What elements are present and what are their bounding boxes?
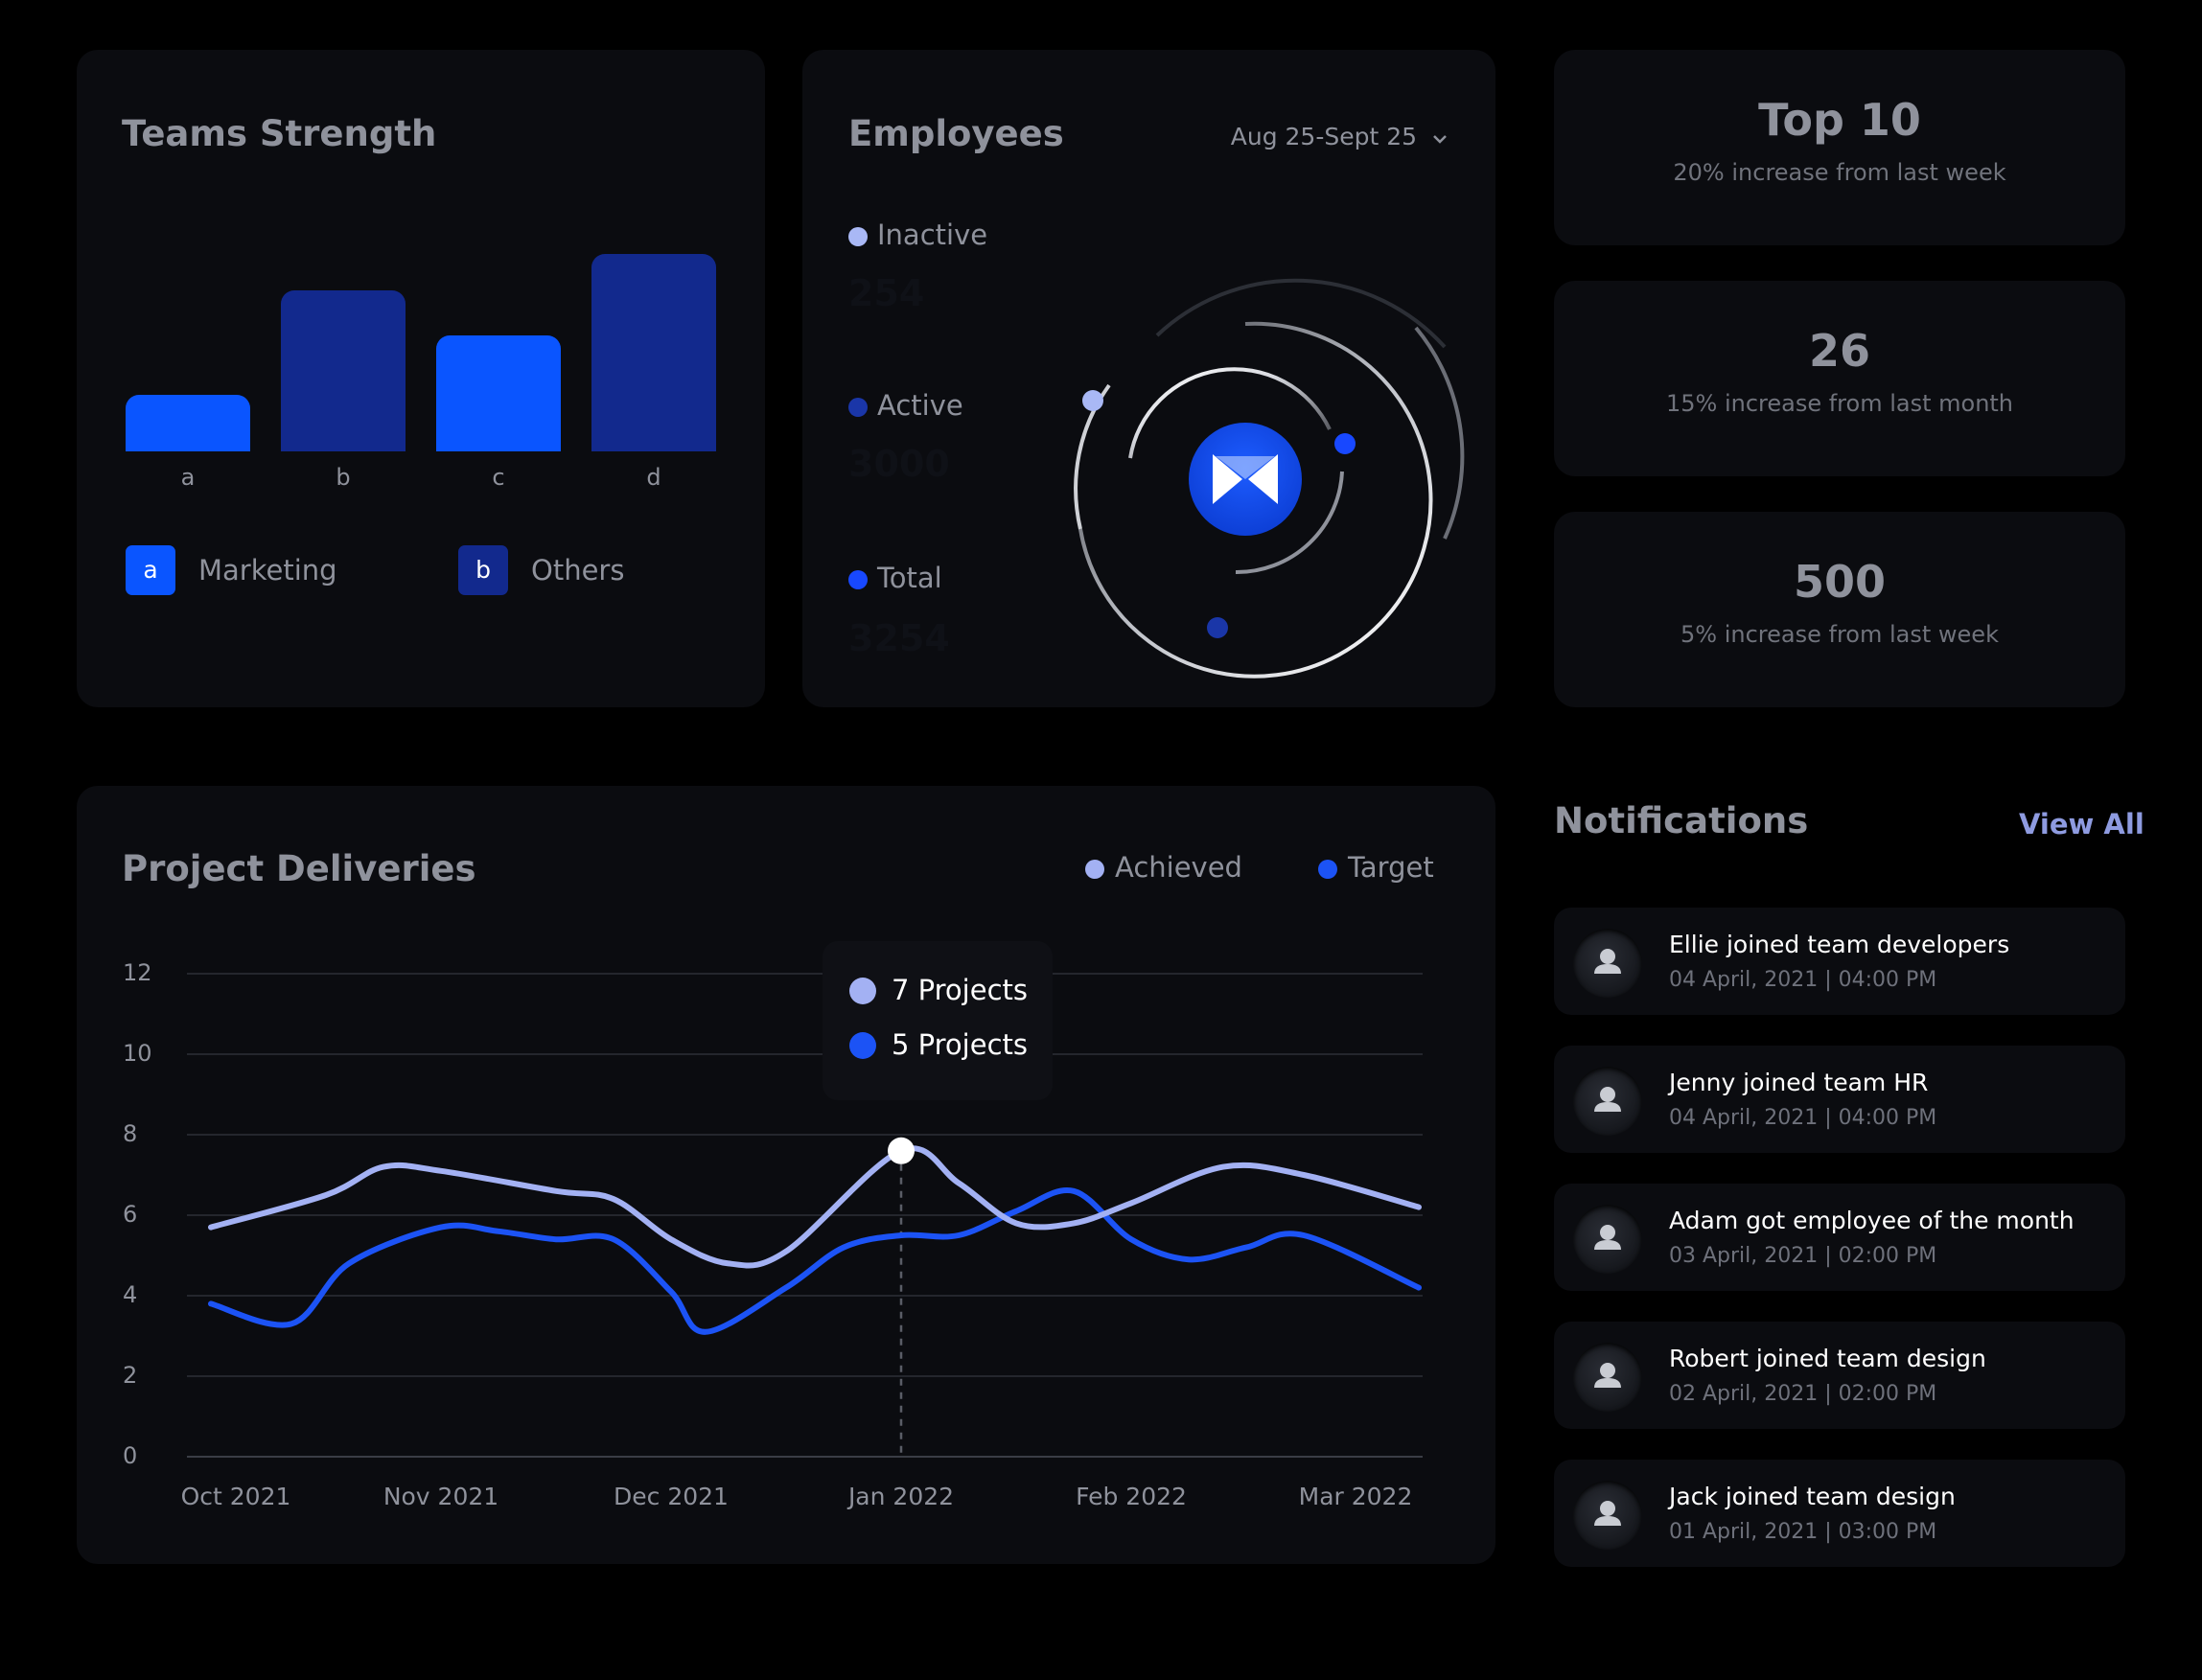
notification-text: Jenny joined team HR <box>1669 1069 1929 1096</box>
x-tick-label: Mar 2022 <box>1298 1483 1413 1510</box>
notification-time: 01 April, 2021 | 03:00 PM <box>1669 1520 1937 1544</box>
x-tick-label: Jan 2022 <box>847 1483 955 1510</box>
y-tick-label: 4 <box>123 1281 138 1308</box>
notification-time: 02 April, 2021 | 02:00 PM <box>1669 1382 1937 1406</box>
legend-achieved-dot <box>1085 860 1104 879</box>
x-tick-label: Feb 2022 <box>1076 1483 1187 1510</box>
notification-time: 04 April, 2021 | 04:00 PM <box>1669 968 1937 992</box>
notification-text: Ellie joined team developers <box>1669 931 2010 958</box>
y-tick-label: 0 <box>123 1442 138 1469</box>
y-tick-label: 12 <box>123 959 152 986</box>
user-icon <box>1594 1225 1621 1250</box>
user-icon <box>1594 1363 1621 1388</box>
notification-item[interactable]: Ellie joined team developers 04 April, 20… <box>1554 908 2125 1015</box>
notification-item[interactable]: Jack joined team design 01 April, 2021 | … <box>1554 1460 2125 1567</box>
bar-c <box>436 335 561 451</box>
inactive-value: 254 <box>848 272 925 314</box>
kpi-card-26: 26 15% increase from last month <box>1554 281 2125 476</box>
notifications-title: Notifications <box>1554 800 1809 841</box>
kpi-subtitle: 20% increase from last week <box>1673 159 2006 186</box>
user-icon <box>1594 1087 1621 1112</box>
orbit-total-dot <box>1334 433 1356 454</box>
tooltip-target-dot <box>849 1032 876 1059</box>
tooltip-achieved-text: 7 Projects <box>892 974 1028 1006</box>
orbit-active-dot <box>1207 617 1228 638</box>
user-avatar <box>1573 1205 1642 1274</box>
date-range-label: Aug 25-Sept 25 <box>1230 123 1418 150</box>
user-icon <box>1594 1501 1621 1526</box>
employees-card: Employees Aug 25-Sept 25 Inactive 254 Ac… <box>802 50 1495 707</box>
legend-achieved-label: Achieved <box>1115 851 1242 884</box>
user-avatar <box>1573 1481 1642 1550</box>
legend-marketing-label: Marketing <box>198 554 337 587</box>
legend-target-label: Target <box>1348 851 1434 884</box>
legend-target-dot <box>1318 860 1337 879</box>
chart-tooltip: 7 Projects 5 Projects <box>823 941 1053 1100</box>
user-avatar <box>1573 1067 1642 1136</box>
inactive-label: Inactive <box>877 219 988 251</box>
project-deliveries-line-chart <box>187 973 1423 1458</box>
employees-title: Employees <box>848 113 1064 154</box>
x-tick-label: Dec 2021 <box>614 1483 729 1510</box>
kpi-subtitle: 5% increase from last week <box>1680 621 1999 648</box>
notification-time: 03 April, 2021 | 02:00 PM <box>1669 1244 1937 1268</box>
legend-marketing-swatch: a <box>126 545 175 595</box>
kpi-value: Top 10 <box>1758 94 1921 146</box>
total-label: Total <box>877 562 942 594</box>
orbit-inactive-dot <box>1082 390 1103 411</box>
bar-b <box>281 289 406 451</box>
bar-label-d: d <box>646 464 661 491</box>
notification-item[interactable]: Jenny joined team HR 04 April, 2021 | 04:… <box>1554 1046 2125 1153</box>
employees-orbit-graphic <box>1074 278 1465 679</box>
notification-text: Jack joined team design <box>1669 1483 1956 1510</box>
y-tick-label: 8 <box>123 1120 138 1147</box>
kpi-subtitle: 15% increase from last month <box>1665 390 2014 417</box>
total-value: 3254 <box>848 617 950 659</box>
y-tick-label: 2 <box>123 1362 138 1389</box>
kpi-card-top10: Top 10 20% increase from last week <box>1554 50 2125 245</box>
legend-others-swatch: b <box>458 545 508 595</box>
company-logo-icon <box>1213 454 1278 504</box>
y-tick-label: 6 <box>123 1201 138 1228</box>
highlight-point <box>888 1137 915 1164</box>
teams-strength-title: Teams Strength <box>122 113 437 154</box>
active-dot <box>848 398 868 417</box>
legend-others-label: Others <box>531 554 625 587</box>
y-tick-label: 10 <box>123 1040 152 1067</box>
notification-time: 04 April, 2021 | 04:00 PM <box>1669 1106 1937 1130</box>
user-icon <box>1594 949 1621 974</box>
series-line-target <box>208 1186 1422 1335</box>
x-tick-label: Oct 2021 <box>180 1483 291 1510</box>
teams-strength-card: Teams Strength a b c d a Marketing b Others <box>77 50 765 707</box>
user-avatar <box>1573 1343 1642 1412</box>
total-dot <box>848 570 868 589</box>
user-avatar <box>1573 929 1642 998</box>
bar-label-c: c <box>492 464 505 491</box>
kpi-card-500: 500 5% increase from last week <box>1554 512 2125 707</box>
notification-text: Adam got employee of the month <box>1669 1207 2075 1234</box>
chevron-down-icon <box>1432 123 1448 150</box>
tooltip-achieved-dot <box>849 978 876 1004</box>
series-line-achieved <box>208 1145 1422 1269</box>
project-deliveries-card: Project Deliveries Achieved Target 0 2 4 6 8… <box>77 786 1495 1564</box>
kpi-value: 26 <box>1808 325 1870 377</box>
active-label: Active <box>877 389 963 422</box>
notification-item[interactable]: Robert joined team design 02 April, 2021 … <box>1554 1322 2125 1429</box>
inactive-dot <box>848 227 868 246</box>
notification-text: Robert joined team design <box>1669 1345 1986 1372</box>
kpi-value: 500 <box>1793 556 1887 608</box>
project-deliveries-title: Project Deliveries <box>122 848 476 889</box>
x-tick-label: Nov 2021 <box>382 1483 499 1510</box>
view-all-link[interactable]: View All <box>2019 808 2144 840</box>
tooltip-target-text: 5 Projects <box>892 1028 1028 1061</box>
bar-label-b: b <box>336 464 351 491</box>
notification-item[interactable]: Adam got employee of the month 03 April, … <box>1554 1184 2125 1291</box>
bar-d <box>591 253 716 451</box>
bar-a <box>126 395 250 451</box>
active-value: 3000 <box>848 443 950 485</box>
date-range-dropdown[interactable]: Aug 25-Sept 25 <box>1231 123 1448 150</box>
bar-label-a: a <box>180 464 196 491</box>
